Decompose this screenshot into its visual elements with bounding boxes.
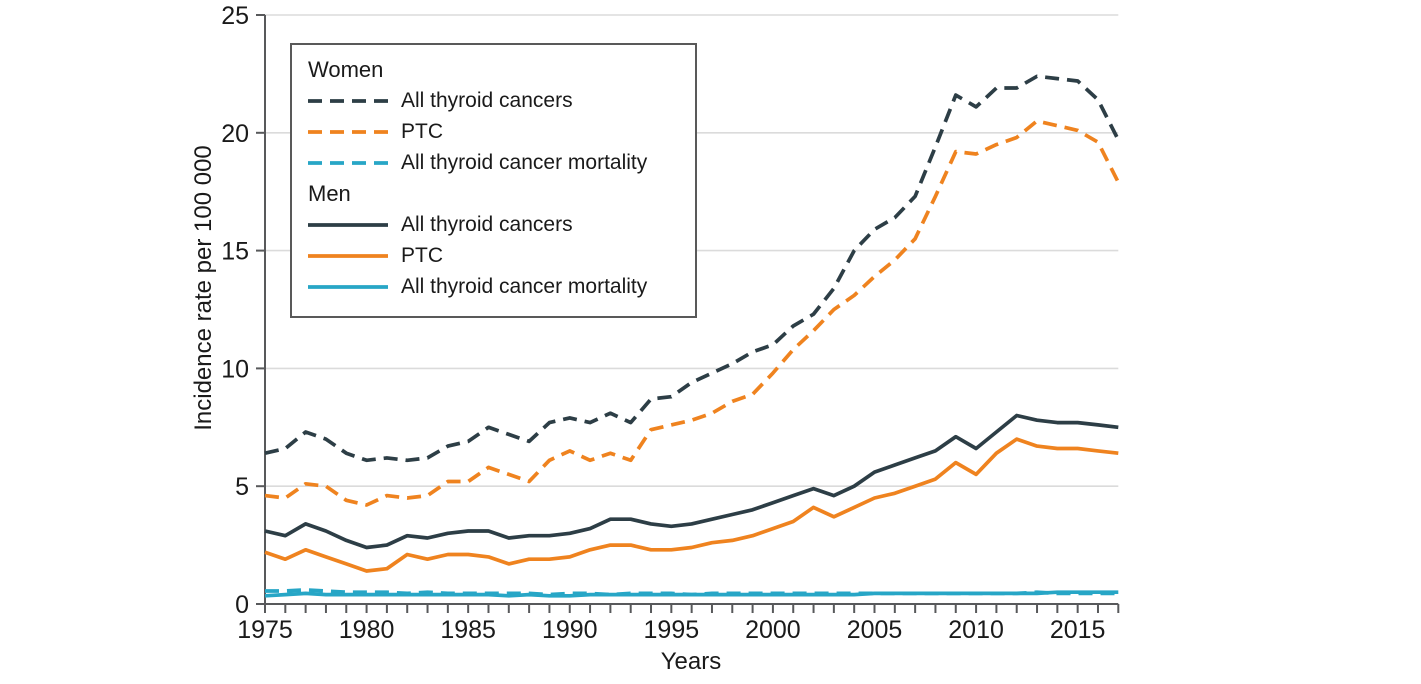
legend-item-women-ptc: PTC [308,116,695,147]
y-tick-label-25: 25 [221,2,249,30]
y-axis-label: Incidence rate per 100 000 [190,145,217,431]
legend-sample-line [308,222,388,227]
x-tick-label-2010: 2010 [948,616,1004,644]
legend-item-label: PTC [401,119,443,143]
series-line-women-ptc [264,119,1120,507]
legend-sample-line [308,129,388,134]
series-line-women-all-thyroid-cancers [264,74,1120,463]
legend-item-women-all-thyroid-cancers: All thyroid cancers [308,85,695,116]
series-line-men-ptc [264,437,1119,573]
y-tick-label-15: 15 [221,238,249,266]
legend-item-men-ptc: PTC [308,240,695,271]
legend-item-label: All thyroid cancer mortality [401,150,648,174]
x-tick-label-1975: 1975 [237,616,293,644]
legend-group-title-women: Women [308,57,384,82]
x-axis-label: Years [660,648,722,675]
legend-group-title-men: Men [308,181,351,206]
y-tick-label-5: 5 [235,473,249,501]
legend-item-label: PTC [401,243,443,267]
x-tick-label-1980: 1980 [339,616,395,644]
legend-item-label: All thyroid cancer mortality [401,274,648,298]
x-tick-label-1990: 1990 [542,616,598,644]
x-tick-label-1995: 1995 [644,616,700,644]
series-line-men-all-thyroid-cancers [264,413,1119,550]
legend-item-label: All thyroid cancers [401,88,573,112]
x-tick-label-2005: 2005 [847,616,903,644]
x-tick-label-1985: 1985 [440,616,496,644]
y-tick-label-0: 0 [235,591,249,619]
legend-item-women-all-thyroid-cancer-mortality: All thyroid cancer mortality [308,147,695,178]
legend-sample-line [308,253,388,258]
legend-sample-line [308,284,388,289]
axes: 0 5 10 15 20 25 1975 1980 1985 1990 1995 2000 2005 20… [221,2,1120,644]
legend: Women All thyroid cancers PTC All thyroid c… [290,43,697,318]
legend-item-men-all-thyroid-cancer-mortality: All thyroid cancer mortality [308,271,695,302]
legend-item-men-all-thyroid-cancers: All thyroid cancers [308,209,695,240]
x-tick-label-2015: 2015 [1050,616,1106,644]
legend-sample-line [308,160,388,165]
legend-item-label: All thyroid cancers [401,212,573,236]
series-lines [264,74,1120,598]
y-tick-label-20: 20 [221,120,249,148]
x-tick-label-2000: 2000 [745,616,801,644]
y-tick-label-10: 10 [221,355,249,383]
legend-sample-line [308,98,388,103]
series-line-men-all-thyroid-cancer-mortality [264,590,1119,598]
